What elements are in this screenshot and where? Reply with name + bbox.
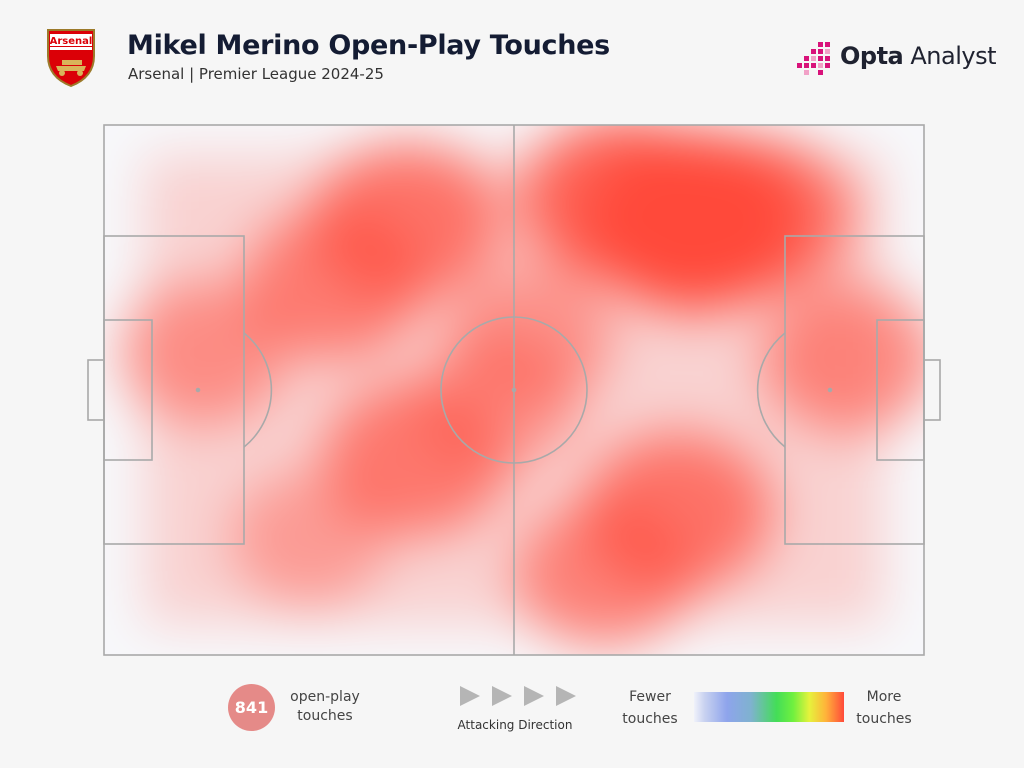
heat-hotspot-8 — [762, 284, 924, 432]
legend-fewer-label: Fewer touches — [622, 689, 678, 727]
heat-layer — [118, 125, 924, 649]
left-goal — [87, 359, 105, 421]
brand-bold: Opta — [840, 42, 904, 70]
footer-legend: 841 open-play touches Attacking Directio… — [0, 672, 1024, 768]
left-penalty-arc — [243, 332, 273, 448]
header: Arsenal Mikel Merino Open-Play Touches A… — [0, 0, 1024, 110]
legend-more-label: More touches — [856, 689, 912, 727]
arrow-right-icon — [492, 686, 512, 706]
arrow-right-icon — [524, 686, 544, 706]
arrow-right-icon — [556, 686, 576, 706]
heat-hotspot-1 — [520, 125, 721, 282]
chart-subtitle: Arsenal | Premier League 2024-25 — [128, 65, 384, 83]
attacking-direction-label: Attacking Direction — [457, 718, 573, 732]
brand-light: Analyst — [910, 42, 997, 70]
heat-hotspot-4 — [243, 209, 424, 359]
touch-count-label: open-play touches — [290, 689, 360, 724]
opta-logo-icon — [797, 42, 830, 75]
heat-hotspot-7 — [516, 502, 693, 649]
chart-title: Mikel Merino Open-Play Touches — [127, 30, 610, 61]
center-spot — [511, 387, 517, 393]
right-penalty-arc — [756, 332, 786, 448]
heatmap-color-scale — [694, 692, 844, 722]
opta-analyst-logo: Opta Analyst — [796, 38, 997, 78]
heat-hotspot-2 — [666, 137, 854, 294]
crest-text: Arsenal — [50, 36, 93, 47]
arrow-right-icon — [460, 686, 480, 706]
heatmap-pitch — [87, 124, 941, 656]
pitch-lines — [87, 124, 941, 656]
right-goal — [923, 359, 941, 421]
heat-hotspot-11 — [448, 268, 613, 406]
heat-hotspot-12 — [231, 472, 387, 605]
right-penalty-spot — [827, 387, 833, 393]
attacking-direction-arrows — [460, 686, 576, 706]
center-circle — [440, 316, 588, 464]
touch-count-badge: 841 — [228, 684, 275, 731]
left-penalty-spot — [195, 387, 201, 393]
crest-icon: Arsenal — [47, 29, 95, 88]
